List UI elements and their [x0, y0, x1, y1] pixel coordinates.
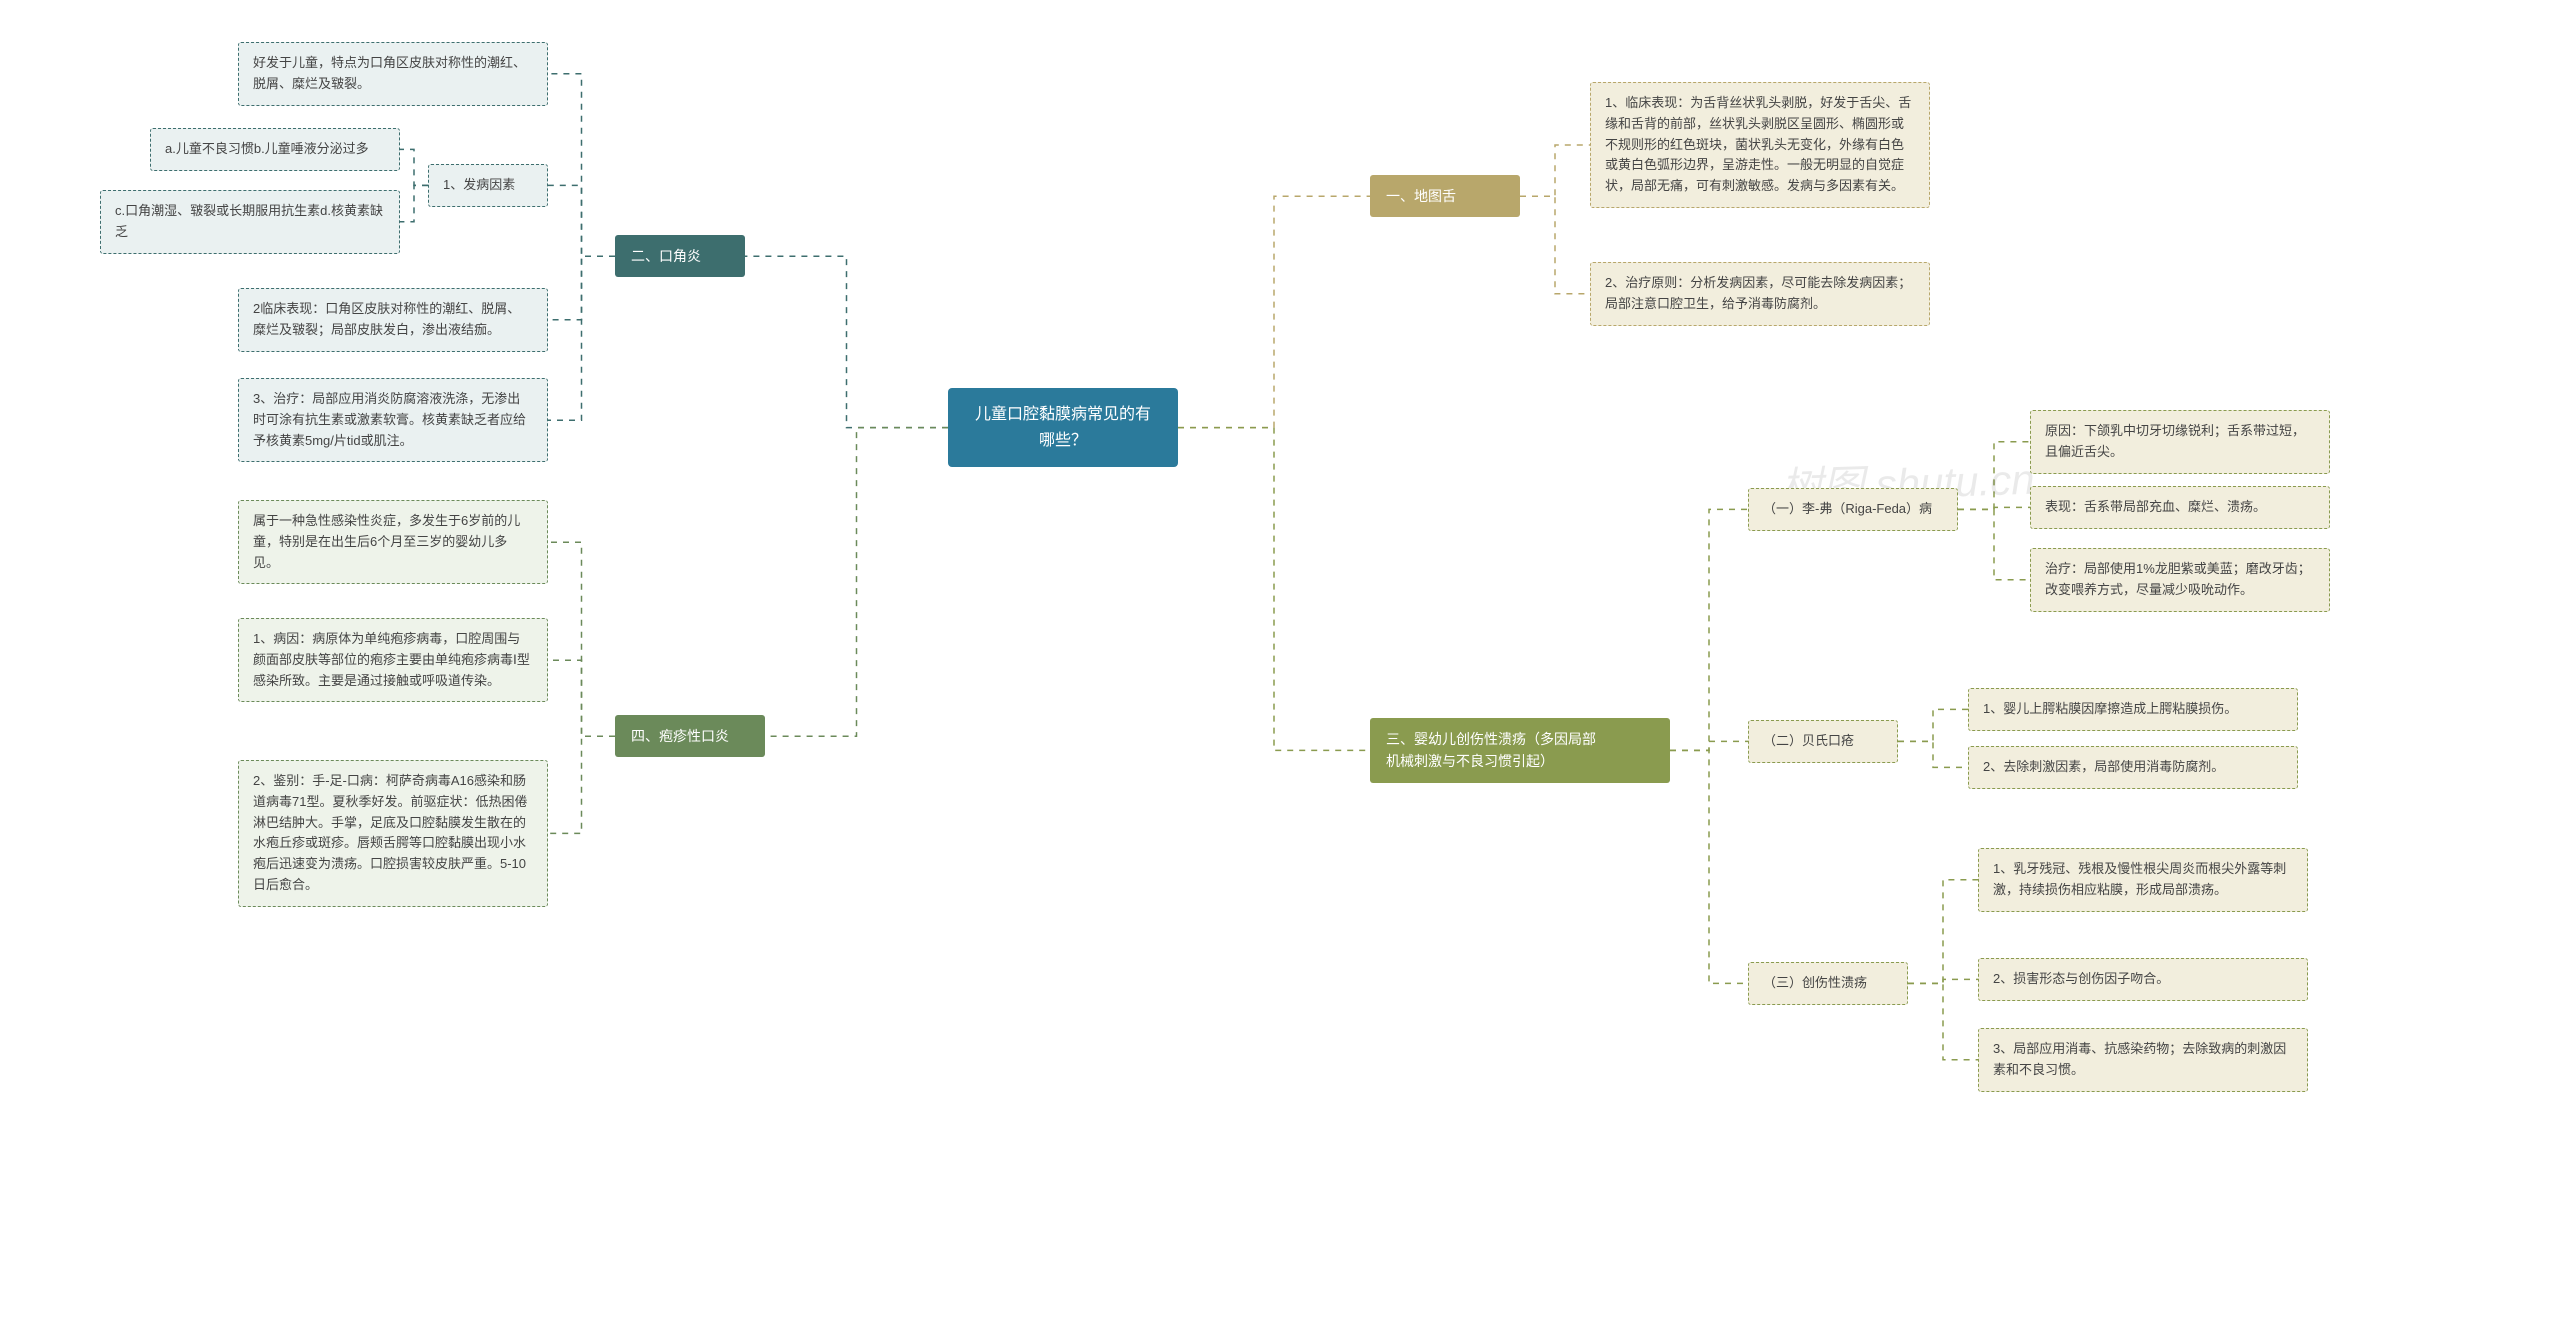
leaf-r1b: 2、治疗原则：分析发病因素，尽可能去除发病因素；局部注意口腔卫生，给予消毒防腐剂… — [1590, 262, 1930, 326]
leaf-l2b1: a.儿童不良习惯b.儿童唾液分泌过多 — [150, 128, 400, 171]
leaf-r3s1b: 表现：舌系带局部充血、糜烂、溃疡。 — [2030, 486, 2330, 529]
branch-l2: 二、口角炎 — [615, 235, 745, 277]
leaf-l2d: 3、治疗：局部应用消炎防腐溶液洗涤，无渗出时可涂有抗生素或激素软膏。核黄素缺乏者… — [238, 378, 548, 462]
leaf-r1a: 1、临床表现：为舌背丝状乳头剥脱，好发于舌尖、舌缘和舌背的前部，丝状乳头剥脱区呈… — [1590, 82, 1930, 208]
leaf-r3s2b: 2、去除刺激因素，局部使用消毒防腐剂。 — [1968, 746, 2298, 789]
leaf-r3s2: （二）贝氏口疮 — [1748, 720, 1898, 763]
branch-l4: 四、疱疹性口炎 — [615, 715, 765, 757]
leaf-r3s3: （三）创伤性溃疡 — [1748, 962, 1908, 1005]
leaf-l2c: 2临床表现：口角区皮肤对称性的潮红、脱屑、糜烂及皲裂；局部皮肤发白，渗出液结痂。 — [238, 288, 548, 352]
leaf-r3s3c: 3、局部应用消毒、抗感染药物；去除致病的刺激因素和不良习惯。 — [1978, 1028, 2308, 1092]
leaf-r3s3b: 2、损害形态与创伤因子吻合。 — [1978, 958, 2308, 1001]
leaf-l2b: 1、发病因素 — [428, 164, 548, 207]
leaf-r3s1: （一）李-弗（Riga-Feda）病 — [1748, 488, 1958, 531]
leaf-l4a: 属于一种急性感染性炎症，多发生于6岁前的儿童，特别是在出生后6个月至三岁的婴幼儿… — [238, 500, 548, 584]
leaf-l2a: 好发于儿童，特点为口角区皮肤对称性的潮红、脱屑、糜烂及皲裂。 — [238, 42, 548, 106]
leaf-r3s3a: 1、乳牙残冠、残根及慢性根尖周炎而根尖外露等刺激，持续损伤相应粘膜，形成局部溃疡… — [1978, 848, 2308, 912]
leaf-l4b: 1、病因：病原体为单纯疱疹病毒，口腔周围与颜面部皮肤等部位的疱疹主要由单纯疱疹病… — [238, 618, 548, 702]
center-node: 儿童口腔黏膜病常见的有哪些？ — [948, 388, 1178, 467]
branch-r3: 三、婴幼儿创伤性溃疡（多因局部机械刺激与不良习惯引起） — [1370, 718, 1670, 783]
leaf-l2b2: c.口角潮湿、皲裂或长期服用抗生素d.核黄素缺乏 — [100, 190, 400, 254]
leaf-r3s2a: 1、婴儿上腭粘膜因摩擦造成上腭粘膜损伤。 — [1968, 688, 2298, 731]
leaf-r3s1c: 治疗：局部使用1%龙胆紫或美蓝；磨改牙齿；改变喂养方式，尽量减少吸吮动作。 — [2030, 548, 2330, 612]
leaf-r3s1a: 原因：下颌乳中切牙切缘锐利；舌系带过短，且偏近舌尖。 — [2030, 410, 2330, 474]
branch-r1: 一、地图舌 — [1370, 175, 1520, 217]
leaf-l4c: 2、鉴别：手-足-口病：柯萨奇病毒A16感染和肠道病毒71型。夏秋季好发。前驱症… — [238, 760, 548, 907]
